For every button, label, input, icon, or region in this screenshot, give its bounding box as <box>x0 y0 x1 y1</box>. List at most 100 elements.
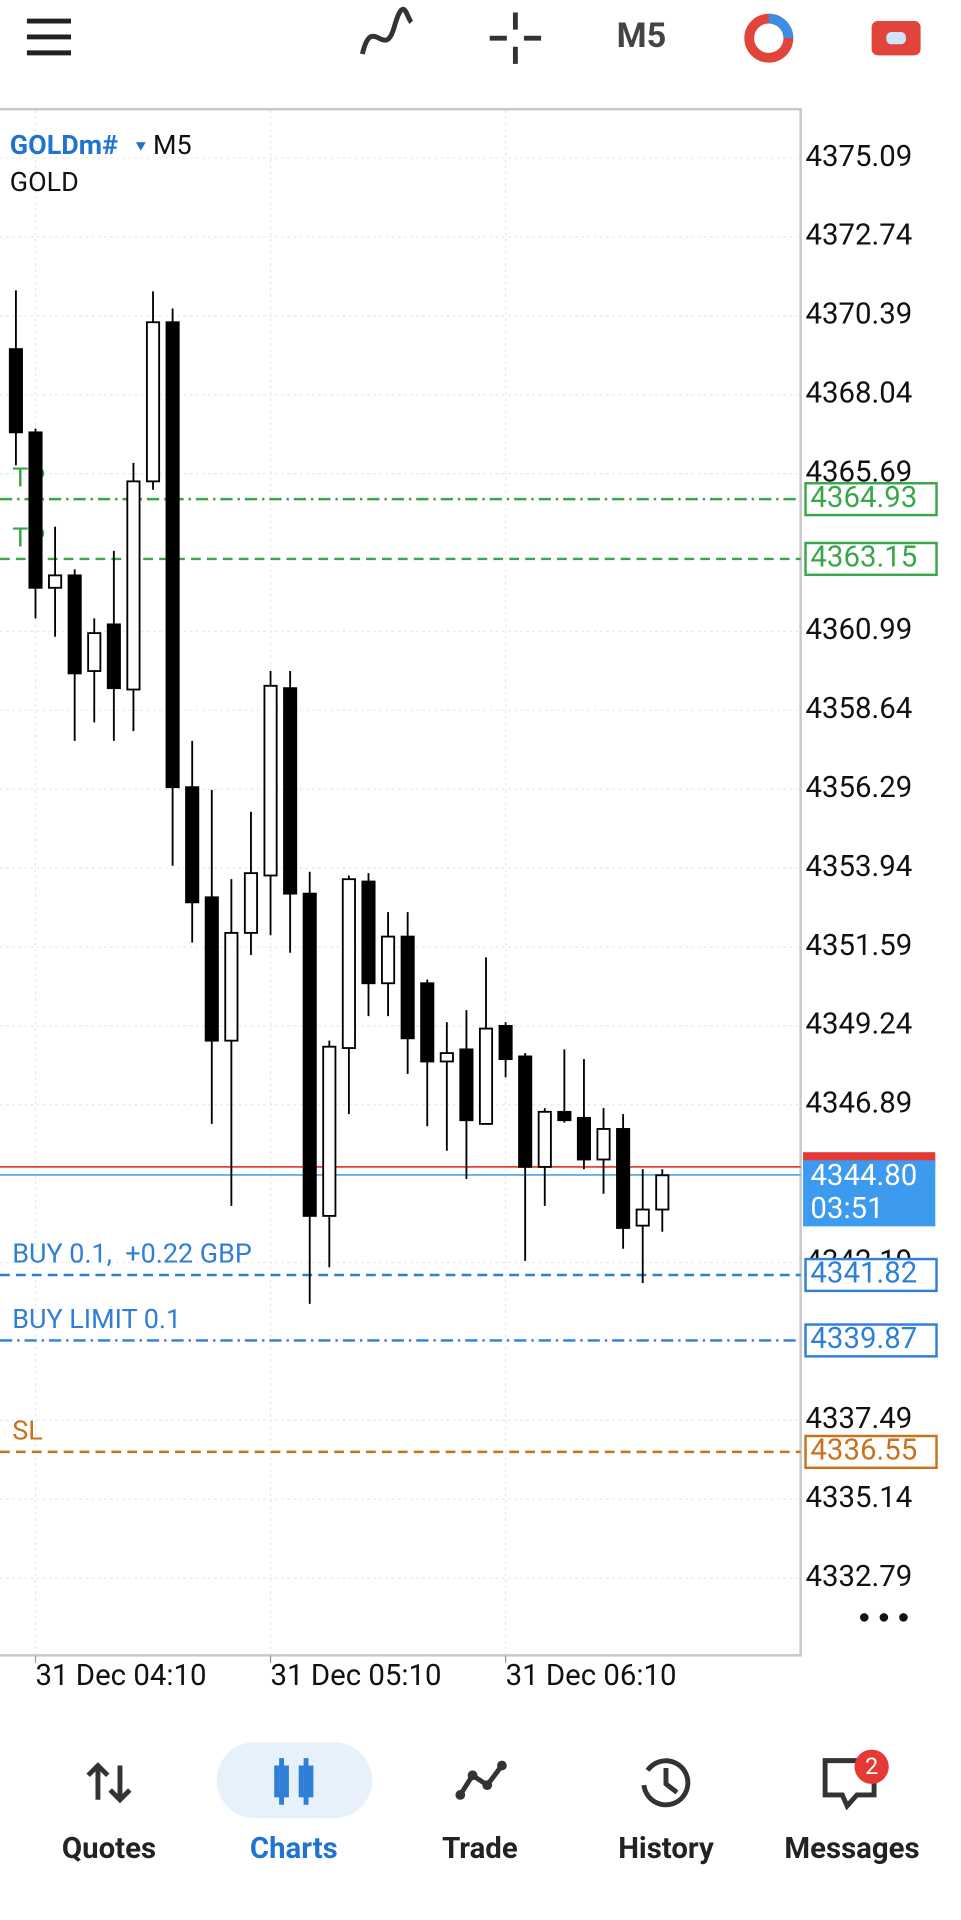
dot <box>899 1613 908 1622</box>
trade-part <box>886 32 906 45</box>
candle-body <box>224 931 239 1042</box>
y-tick-label: 4358.64 <box>806 692 913 726</box>
candle-body <box>243 872 259 934</box>
candle-body <box>106 623 121 690</box>
level-tag-value: 4363.15 <box>810 541 917 575</box>
candle-body <box>557 1110 572 1122</box>
grid <box>0 110 801 1656</box>
icon-dot <box>482 1780 493 1791</box>
countdown: 03:51 <box>810 1192 883 1226</box>
timeframe-button[interactable]: M5 <box>617 16 667 56</box>
level-tag-value: 4364.93 <box>810 481 917 515</box>
dot <box>860 1613 869 1622</box>
y-tick-label: 4337.49 <box>806 1402 913 1436</box>
level-tag-value: 4341.82 <box>810 1257 917 1291</box>
candle-body <box>596 1128 611 1161</box>
y-tick-label: 4335.14 <box>806 1481 913 1515</box>
level-tag <box>804 541 938 577</box>
bid-tag-value: 4344.80 <box>810 1159 917 1193</box>
x-tick-label: 31 Dec 04:10 <box>36 1659 207 1693</box>
candle-body <box>361 880 376 985</box>
level-label: SL <box>12 1414 42 1446</box>
candle-body <box>439 1052 454 1063</box>
candle-body <box>263 684 278 877</box>
more-button[interactable] <box>860 1613 908 1622</box>
level-tag <box>804 1323 938 1358</box>
dot <box>879 1613 889 1622</box>
candle-body <box>420 982 435 1063</box>
candle-body <box>48 574 63 589</box>
candle-body <box>459 1048 474 1122</box>
crosshair-button[interactable] <box>489 12 542 64</box>
indicators-button[interactable] <box>359 6 414 55</box>
symbol-description: GOLD <box>10 166 79 198</box>
candle-body <box>28 431 43 589</box>
menu-button[interactable] <box>26 18 72 56</box>
charts-icon <box>274 1758 314 1805</box>
chart-timeframe: M5 <box>153 129 192 161</box>
badge-count: 2 <box>865 1752 878 1780</box>
trade-icon <box>455 1760 507 1800</box>
candle-body <box>655 1174 670 1211</box>
icon-hands <box>663 1767 679 1795</box>
candle-body <box>576 1116 591 1161</box>
nav-trade[interactable]: Trade <box>442 1832 518 1866</box>
candle-body <box>204 896 219 1042</box>
level-tag-value: 4339.87 <box>810 1322 917 1356</box>
candle-body <box>126 480 141 691</box>
y-tick-label: 4351.59 <box>806 929 913 963</box>
candle-body <box>283 687 298 895</box>
candle-body <box>478 1027 494 1125</box>
symbol-dropdown[interactable] <box>135 142 146 151</box>
candle-body <box>145 321 161 483</box>
y-tick-label: 4370.39 <box>806 298 913 332</box>
level-tag-value: 4336.55 <box>810 1434 917 1468</box>
y-tick-label: 4332.79 <box>806 1560 913 1594</box>
color-part <box>768 13 794 39</box>
icon-dot <box>467 1770 478 1781</box>
icon-dot <box>497 1760 507 1771</box>
arrow-up <box>86 1762 110 1800</box>
candle-body <box>498 1024 513 1061</box>
candle-body <box>518 1055 533 1168</box>
level-tag <box>804 1434 938 1470</box>
history-icon <box>641 1758 691 1808</box>
arrow-down <box>108 1765 132 1804</box>
chart-frame <box>0 107 802 1657</box>
y-tick-label: 4372.74 <box>806 219 913 253</box>
badge <box>854 1749 889 1784</box>
level-label: BUY 0.1, +0.22 GBP <box>12 1238 252 1270</box>
nav-quotes[interactable]: Quotes <box>62 1832 156 1866</box>
toolbar: M5 <box>26 6 921 64</box>
active-pill <box>216 1742 373 1819</box>
price-tags: 4364.93 4363.15 4341.82 4339.87 4336.55 4344.… <box>803 481 938 1470</box>
y-tick-label: 4375.09 <box>806 140 913 174</box>
candle-body <box>185 786 200 904</box>
nav-history[interactable]: History <box>618 1832 714 1866</box>
candle-body <box>322 1045 337 1217</box>
candle-body <box>616 1128 631 1229</box>
symbol[interactable]: GOLDm# <box>10 129 118 161</box>
candle-body <box>341 878 356 1049</box>
candle-body <box>67 574 82 675</box>
icon-line <box>458 1764 504 1797</box>
y-tick-label: 4368.04 <box>806 377 913 411</box>
y-tick-label: 4356.29 <box>806 771 913 805</box>
y-tick-label: 4346.89 <box>806 1087 913 1121</box>
candle-body <box>400 935 415 1040</box>
candle-body <box>635 1208 650 1227</box>
candles <box>8 290 670 1304</box>
quotes-icon <box>86 1762 132 1804</box>
candle-body <box>87 632 102 672</box>
price-axis: 4375.094372.744370.394368.044365.694360.… <box>806 140 913 1594</box>
nav-messages[interactable]: Messages <box>784 1832 919 1866</box>
candle-body <box>302 892 317 1217</box>
bottom-nav: 2 Quotes Charts Trade History Messages <box>62 1742 920 1866</box>
candle-body <box>8 348 23 434</box>
icon-dot <box>455 1790 466 1800</box>
nav-charts[interactable]: Charts <box>250 1832 338 1866</box>
candle-body <box>165 321 180 789</box>
